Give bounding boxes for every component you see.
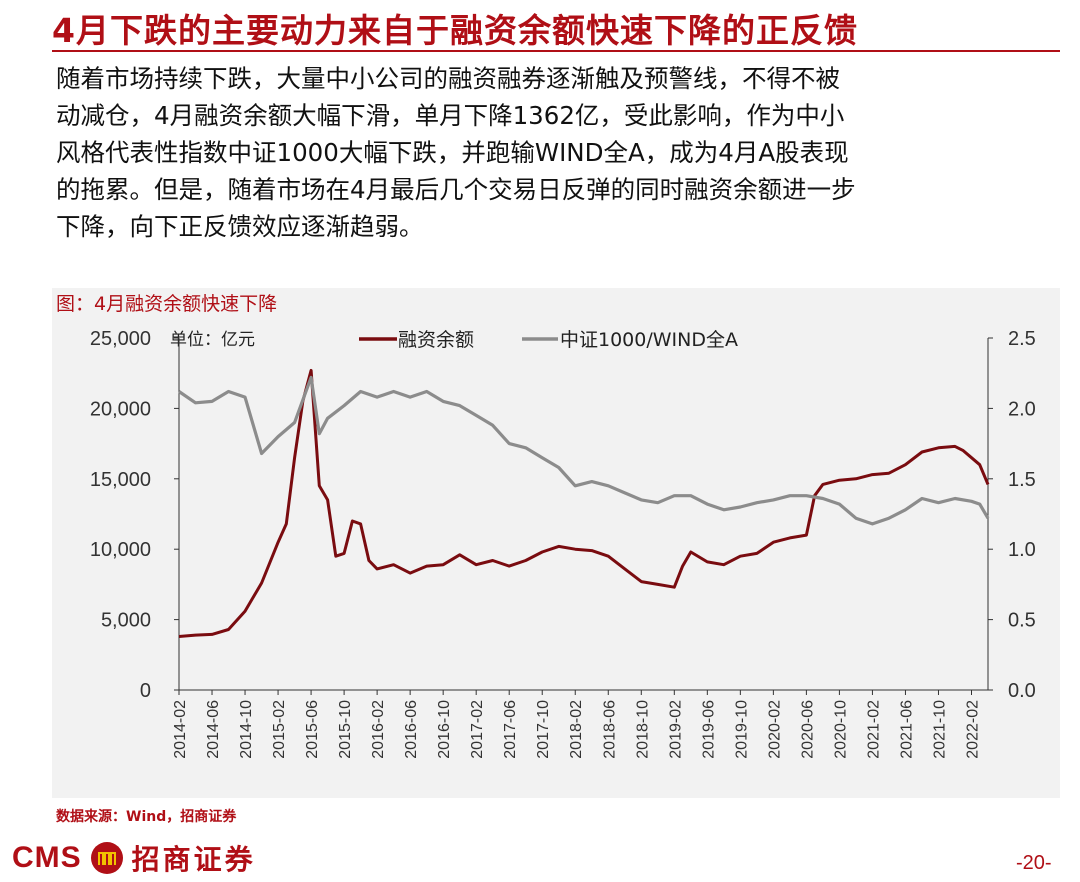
logo-badge-icon (90, 842, 123, 874)
x-tick-label: 2015-02 (271, 700, 288, 759)
body-line: 随着市场持续下跌，大量中小公司的融资融券逐渐触及预警线，不得不被 (56, 64, 840, 93)
unit-label: 单位：亿元 (170, 330, 255, 350)
x-tick-label: 2018-10 (634, 700, 651, 759)
y-left-tick-label: 20,000 (90, 398, 151, 420)
body-line: 的拖累。但是，随着市场在4月最后几个交易日反弹的同时融资余额进一步 (56, 175, 856, 204)
y-right-tick-label: 2.5 (1008, 328, 1036, 350)
y-right-tick-label: 0.5 (1008, 610, 1036, 632)
x-tick-label: 2019-06 (700, 700, 717, 759)
title-divider (52, 50, 1060, 52)
legend-label-csi1000-ratio: 中证1000/WIND全A (560, 329, 738, 351)
x-tick-label: 2016-10 (436, 700, 453, 759)
x-tick-label: 2018-02 (568, 700, 585, 759)
x-tick-label: 2020-02 (766, 700, 783, 759)
x-tick-label: 2014-06 (205, 700, 222, 759)
x-tick-label: 2021-06 (898, 700, 915, 759)
x-tick-label: 2022-02 (964, 700, 981, 759)
company-logo: CMS 招商证券 (12, 838, 256, 878)
x-tick-label: 2020-10 (832, 700, 849, 759)
x-tick-label: 2017-02 (469, 700, 486, 759)
x-tick-label: 2020-06 (799, 700, 816, 759)
x-tick-label: 2014-10 (238, 700, 255, 759)
body-line: 动减仓，4月融资余额大幅下滑，单月下降1362亿，受此影响，作为中小 (56, 101, 845, 130)
x-tick-label: 2016-06 (403, 700, 420, 759)
x-tick-label: 2017-06 (502, 700, 519, 759)
y-left-tick-label: 5,000 (101, 610, 151, 632)
chart-title: 图：4月融资余额快速下降 (56, 293, 277, 315)
x-tick-label: 2016-02 (370, 700, 387, 759)
x-tick-label: 2015-10 (337, 700, 354, 759)
page-number: -20- (1016, 852, 1052, 874)
x-tick-label: 2019-02 (667, 700, 684, 759)
series-line-margin-balance (178, 368, 990, 638)
logo-chinese-name: 招商证券 (131, 843, 256, 876)
x-tick-label: 2021-10 (931, 700, 948, 759)
y-left-tick-label: 0 (140, 680, 151, 702)
y-left-tick-label: 25,000 (90, 328, 151, 350)
x-tick-label: 2019-10 (733, 700, 750, 759)
y-right-tick-label: 0.0 (1008, 680, 1036, 702)
logo-text: CMS (12, 841, 82, 874)
y-right-tick-label: 2.0 (1008, 398, 1036, 420)
x-tick-label: 2014-02 (172, 700, 189, 759)
chart-panel: 图：4月融资余额快速下降单位：亿元 0 5,000 10,000 15,000 20,00… (52, 288, 1060, 798)
y-right-tick-label: 1.0 (1008, 539, 1036, 561)
y-left-tick-label: 15,000 (90, 469, 151, 491)
x-tick-label: 2015-06 (304, 700, 321, 759)
x-tick-label: 2021-02 (865, 700, 882, 759)
body-line: 风格代表性指数中证1000大幅下跌，并跑输WIND全A，成为4月A股表现 (56, 138, 849, 167)
legend-label-margin-balance: 融资余额 (398, 329, 474, 351)
y-right-tick-label: 1.5 (1008, 469, 1036, 491)
x-tick-label: 2017-10 (535, 700, 552, 759)
y-left-tick-label: 10,000 (90, 539, 151, 561)
page-title: 4月下跌的主要动力来自于融资余额快速下降的正反馈 (52, 11, 858, 50)
series-line-csi1000-ratio (178, 375, 990, 526)
data-source: 数据来源：Wind，招商证券 (56, 809, 237, 825)
body-line: 下降，向下正反馈效应逐渐趋弱。 (56, 212, 424, 241)
body-paragraph: 随着市场持续下跌，大量中小公司的融资融券逐渐触及预警线，不得不被 动减仓，4月融… (56, 60, 1066, 245)
x-tick-label: 2018-06 (601, 700, 618, 759)
